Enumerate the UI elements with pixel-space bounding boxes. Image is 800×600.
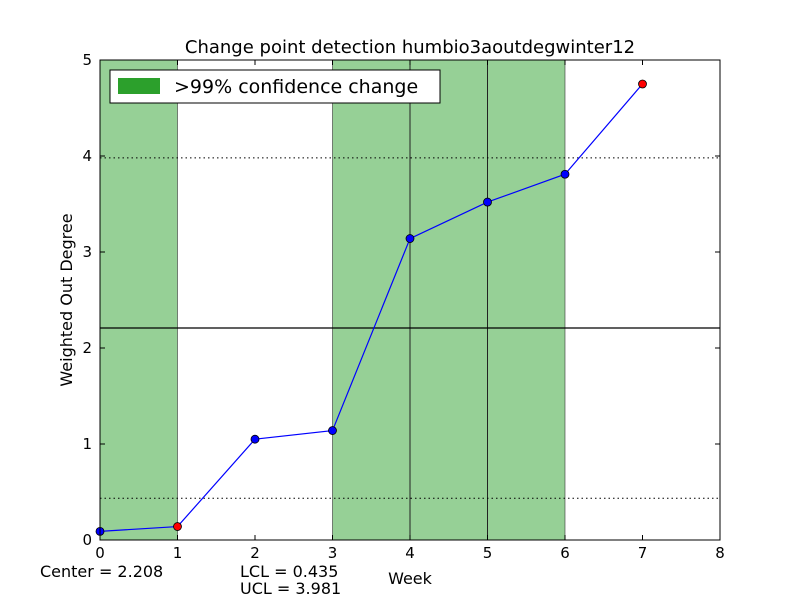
- y-tick-label: 3: [82, 243, 92, 261]
- x-tick-label: 7: [638, 544, 648, 562]
- ucl-annotation: UCL = 3.981: [240, 579, 341, 598]
- confidence-regions: [99, 59, 566, 541]
- axis-ticks: 0 1 2 3 4 5 6 7 8 0 1 2 3 4 5: [82, 51, 724, 562]
- confidence-region: [332, 59, 566, 541]
- legend-swatch: [118, 78, 160, 94]
- y-axis-label: Weighted Out Degree: [57, 213, 76, 386]
- x-tick-label: 2: [250, 544, 260, 562]
- x-axis-label: Week: [388, 569, 433, 588]
- data-point: [173, 522, 182, 531]
- data-point: [560, 169, 570, 179]
- x-tick-label: 6: [560, 544, 570, 562]
- data-point: [483, 197, 492, 207]
- legend: >99% confidence change: [109, 69, 441, 104]
- x-tick-label: 1: [173, 544, 183, 562]
- data-point: [250, 434, 260, 444]
- x-tick-label: 5: [483, 544, 493, 562]
- legend-label: >99% confidence change: [174, 76, 418, 98]
- lcl-annotation: LCL = 0.435: [240, 562, 338, 581]
- legend-box: [109, 69, 441, 104]
- y-tick-label: 0: [82, 531, 92, 549]
- x-tick-label: 8: [715, 544, 725, 562]
- y-tick-label: 5: [82, 51, 92, 69]
- x-tick-label: 3: [328, 544, 338, 562]
- y-tick-label: 2: [82, 339, 92, 357]
- y-tick-label: 1: [82, 435, 92, 453]
- confidence-region: [99, 59, 178, 541]
- data-point: [405, 234, 415, 243]
- chart-title: Change point detection humbio3aoutdegwin…: [185, 37, 635, 58]
- center-annotation: Center = 2.208: [40, 562, 163, 581]
- data-point: [638, 79, 647, 89]
- data-point: [328, 426, 337, 435]
- control-limits: [100, 157, 720, 499]
- y-tick-label: 4: [82, 147, 92, 165]
- x-tick-label: 0: [95, 544, 105, 562]
- x-tick-label: 4: [405, 544, 415, 562]
- series-line: [99, 83, 643, 532]
- change-lines: [409, 60, 488, 540]
